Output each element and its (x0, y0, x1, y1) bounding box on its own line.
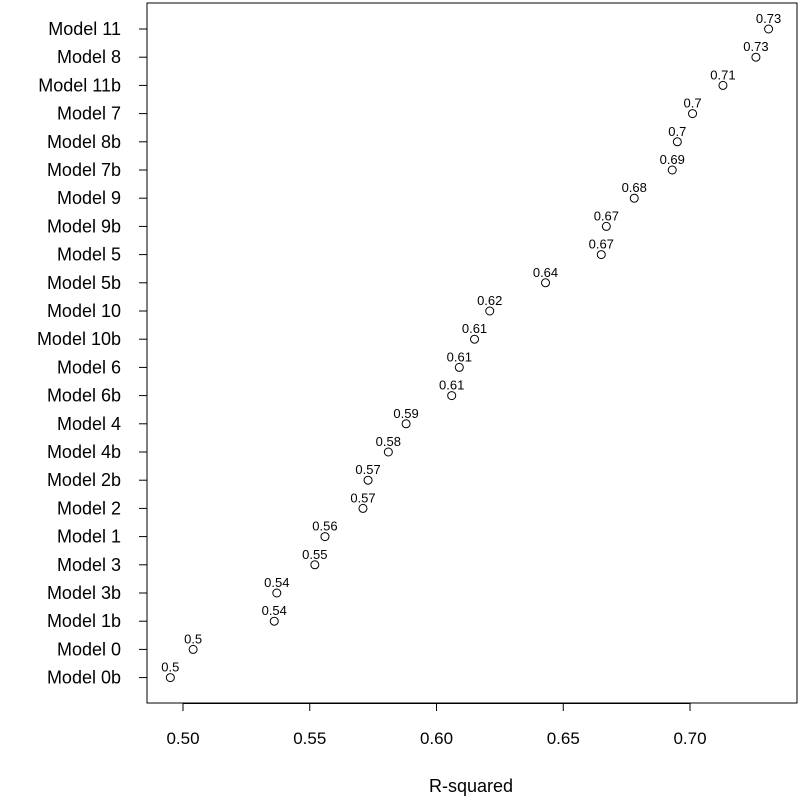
category-label: Model 2 (57, 498, 121, 518)
data-value-label: 0.64 (533, 265, 558, 280)
data-point (310, 560, 320, 570)
data-value-label: 0.67 (594, 208, 619, 223)
x-tick-label: 0.70 (673, 729, 706, 748)
category-label: Model 8b (47, 132, 121, 152)
category-label: Model 6b (47, 386, 121, 406)
data-point (672, 137, 682, 147)
data-point (454, 362, 464, 372)
category-label: Model 9b (47, 216, 121, 236)
data-point (363, 475, 373, 485)
category-label: Model 4b (47, 442, 121, 462)
data-point (485, 306, 495, 316)
data-point (667, 165, 677, 175)
data-value-label: 0.62 (477, 293, 502, 308)
category-label: Model 2b (47, 470, 121, 490)
data-value-label: 0.5 (184, 631, 202, 646)
category-labels: Model 11 Model 8 Model 11b Model 7 Model 8b M… (37, 19, 147, 688)
data-point (320, 532, 330, 542)
data-value-label: 0.73 (756, 11, 781, 26)
data-point (601, 221, 611, 231)
data-point (541, 278, 551, 288)
data-point (764, 24, 774, 34)
category-label: Model 11 (48, 19, 121, 39)
category-label: Model 1b (47, 611, 121, 631)
x-tick-label: 0.55 (293, 729, 326, 748)
data-point (751, 52, 761, 62)
data-value-label: 0.69 (660, 152, 685, 167)
x-tick-label: 0.60 (420, 729, 453, 748)
category-label: Model 3b (47, 583, 121, 603)
data-value-label: 0.71 (710, 67, 735, 82)
data-point (470, 334, 480, 344)
data-point (718, 80, 728, 90)
x-tick-label: 0.65 (547, 729, 580, 748)
data-value-label: 0.61 (447, 349, 472, 364)
data-value-label: 0.54 (264, 575, 289, 590)
data-value-label: 0.59 (393, 406, 418, 421)
data-value-label: 0.58 (376, 434, 401, 449)
data-value-label: 0.7 (683, 96, 701, 111)
data-point (629, 193, 639, 203)
x-tick-label: 0.50 (166, 729, 199, 748)
category-label: Model 1 (57, 527, 121, 547)
data-value-label: 0.7 (668, 124, 686, 139)
category-label: Model 9 (57, 188, 121, 208)
category-label: Model 5b (47, 273, 121, 293)
data-value-label: 0.57 (355, 462, 380, 477)
data-point (383, 447, 393, 457)
data-point (188, 644, 198, 654)
data-value-label: 0.5 (161, 660, 179, 675)
category-label: Model 11b (38, 75, 121, 95)
category-label: Model 0 (57, 639, 121, 659)
data-value-label: 0.68 (622, 180, 647, 195)
category-label: Model 5 (57, 245, 121, 265)
category-label: Model 0b (47, 668, 121, 688)
data-value-label: 0.61 (439, 378, 464, 393)
data-points (165, 24, 774, 683)
data-point (165, 673, 175, 683)
data-value-label: 0.67 (589, 237, 614, 252)
value-labels: 0.730.730.710.70.70.690.680.670.670.640.… (161, 11, 781, 675)
data-point (272, 588, 282, 598)
category-label: Model 6 (57, 357, 121, 377)
data-point (596, 250, 606, 260)
x-axis-title: R-squared (429, 776, 513, 796)
category-label: Model 8 (57, 47, 121, 67)
data-value-label: 0.55 (302, 547, 327, 562)
x-axis: 0.50 0.55 0.60 0.65 0.70 (166, 703, 707, 748)
category-label: Model 10b (37, 329, 121, 349)
data-point (688, 109, 698, 119)
category-label: Model 3 (57, 555, 121, 575)
data-value-label: 0.56 (312, 519, 337, 534)
data-value-label: 0.73 (743, 39, 768, 54)
category-label: Model 7 (57, 104, 121, 124)
category-label: Model 7b (47, 160, 121, 180)
data-value-label: 0.61 (462, 321, 487, 336)
data-point (401, 419, 411, 429)
category-label: Model 4 (57, 414, 121, 434)
data-value-label: 0.57 (350, 490, 375, 505)
data-point (447, 391, 457, 401)
category-label: Model 10 (47, 301, 121, 321)
data-point (358, 503, 368, 513)
data-point (269, 616, 279, 626)
data-value-label: 0.54 (262, 603, 287, 618)
